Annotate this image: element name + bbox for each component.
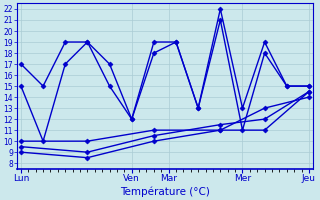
- X-axis label: Température (°C): Température (°C): [120, 186, 210, 197]
